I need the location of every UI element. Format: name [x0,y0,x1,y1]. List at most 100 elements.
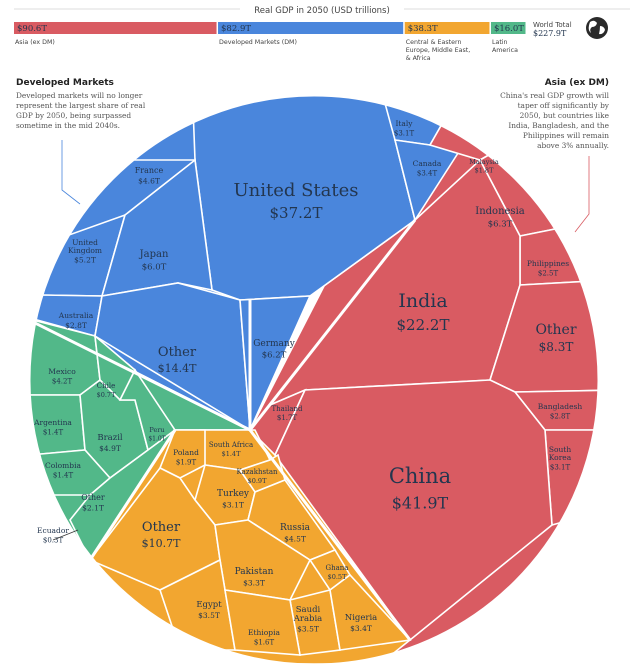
country-label-saudi-arabia: Arabia [293,614,323,624]
country-label-china: China [389,464,451,488]
bar-value-developed: $82.9T [221,24,251,34]
country-label-other-latin-america: Other [81,493,105,502]
globe-icon [586,17,608,39]
bar-label-cee_me_africa: Central & Eastern [406,39,462,46]
bar-segment-latin_america [490,22,526,34]
annotation-line-asia: 2050, but countries like [520,111,609,120]
country-label-united-kingdom: United [72,238,98,247]
annotation-line-asia: China's real GDP growth will [500,91,609,100]
annotation-heading-asia: Asia (ex DM) [545,78,609,88]
country-label-nigeria: Nigeria [345,613,377,623]
country-label-france: France [135,166,164,175]
country-label-south-africa: South Africa [209,441,253,449]
bar-value-latin_america: $16.0T [494,24,524,34]
bar-value-cee_me_africa: $38.3T [408,24,438,34]
annotation-heading-developed: Developed Markets [16,78,114,88]
country-label-malaysia: Malaysia [469,158,499,166]
bar-segment-asia [14,22,217,34]
bar-label-cee_me_africa: & Africa [406,55,431,62]
country-label-poland: Poland [173,448,199,457]
country-value-thailand: $1.7T [277,414,298,422]
country-label-other-cee-me-africa: Other [142,520,181,535]
country-label-pakistan: Pakistan [235,567,274,577]
country-value-philippines: $2.5T [538,270,559,278]
country-value-pakistan: $3.3T [243,578,265,587]
divider-dm-asia [248,219,417,431]
country-value-other-latin-america: $2.1T [82,503,104,512]
country-label-south-korea: South [549,445,571,454]
country-value-indonesia: $6.3T [488,220,513,230]
country-label-germany: Germany [253,339,296,349]
globe-icon-land [588,20,605,35]
country-label-brazil: Brazil [97,433,123,443]
country-value-peru: $1.0T [148,435,165,442]
country-value-ecuador: $0.3T [43,537,64,545]
world-total-value: $227.9T [533,29,567,38]
country-label-japan: Japan [139,249,169,260]
annotation-leader-developed [61,140,81,205]
annotation-line-asia: taper off significantly by [518,101,610,110]
country-value-germany: $6.2T [262,351,287,361]
divider-asia-cee [248,429,412,641]
country-value-italy: $3.1T [394,130,415,138]
country-value-south-africa: $1.4T [222,450,241,458]
bar-segment-cee_me_africa [404,22,490,34]
country-value-russia: $4.5T [284,534,306,543]
bar-segment-developed [218,22,404,34]
ecuador-leader [52,529,79,541]
country-value-japan: $6.0T [142,263,167,273]
annotation-line-asia: Philippines will remain [523,131,609,140]
bar-label-latin_america: America [492,47,518,54]
country-label-egypt: Egypt [196,600,222,610]
country-value-india: $22.2T [397,316,450,334]
annotation-line-developed: sometime in the mid 2040s. [16,121,120,130]
country-value-other-asia: $8.3T [539,340,574,354]
country-label-indonesia: Indonesia [475,206,525,217]
country-label-philippines: Philippines [527,259,569,268]
bar-label-cee_me_africa: Europe, Middle East, [406,47,471,54]
bar-label-latin_america: Latin [492,39,508,46]
cell-japan [100,158,213,298]
bar-label-developed: Developed Markets (DM) [219,39,297,46]
country-value-kazakhstan: $0.9T [248,477,267,485]
country-label-peru: Peru [149,426,164,434]
country-value-ghana: $0.5T [328,573,347,581]
country-value-turkey: $3.1T [222,500,244,509]
country-label-kazakhstan: Kazakhstan [236,468,278,476]
country-label-ecuador: Ecuador [37,526,69,535]
country-label-canada: Canada [413,159,442,168]
cell-peru [118,368,177,452]
country-value-argentina: $1.4T [43,429,64,437]
country-label-united-states: United States [233,180,358,201]
country-label-australia: Australia [58,311,94,320]
cell-china [274,379,553,642]
country-value-china: $41.9T [392,494,449,513]
circle-outline [29,95,599,664]
country-value-other-cee-me-africa: $10.7T [142,537,181,550]
country-value-south-korea: $3.1T [550,464,571,472]
annotation-leader-asia [574,156,590,233]
country-label-mexico: Mexico [48,367,76,376]
country-value-mexico: $4.2T [52,378,73,386]
country-label-south-korea: Korea [549,453,572,462]
bar-label-asia: Asia (ex DM) [15,39,55,46]
world-total-label: World Total [533,21,572,29]
cell-poland [158,429,206,479]
country-label-russia: Russia [280,523,311,533]
country-label-turkey: Turkey [217,489,250,499]
country-label-italy: Italy [395,119,413,128]
country-value-canada: $3.4T [417,170,438,178]
annotation-line-asia: above 3% annually. [537,141,609,150]
country-label-india: India [398,290,447,312]
bar-value-asia: $90.6T [17,24,47,34]
country-label-united-kingdom: Kingdom [68,246,102,255]
country-label-ethiopia: Ethiopia [248,628,280,637]
country-value-colombia: $1.4T [53,472,74,480]
country-value-egypt: $3.5T [198,611,220,620]
country-value-united-states: $37.2T [270,204,323,222]
country-value-bangladesh: $2.8T [550,413,571,421]
country-label-argentina: Argentina [33,418,72,427]
country-value-other-developed: $14.4T [158,362,197,375]
